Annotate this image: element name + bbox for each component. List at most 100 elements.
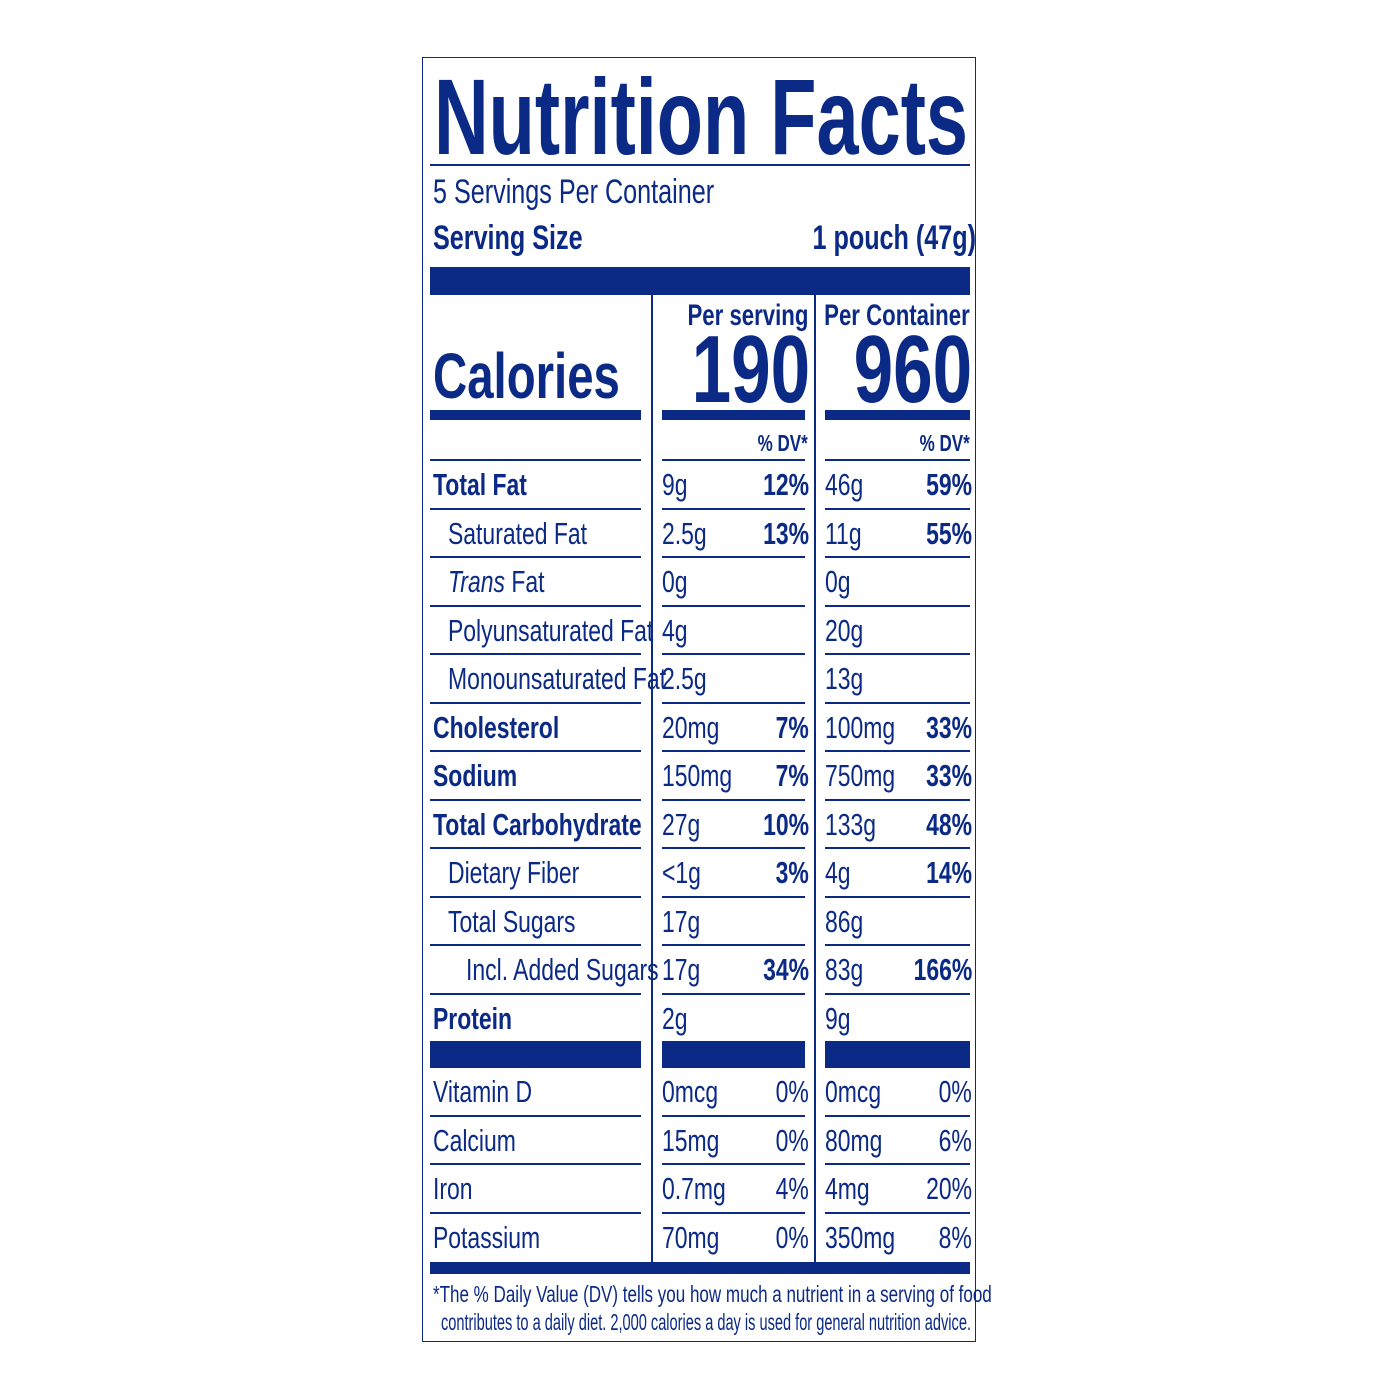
serving-dv (662, 898, 809, 947)
container-amount: 100mg (825, 704, 970, 752)
vitamin-name-text: Calcium (433, 1122, 516, 1158)
container-dv: 48% (926, 806, 972, 842)
container-dv: 14% (926, 855, 972, 890)
column-divider-1 (651, 295, 653, 1262)
vitamin-bar-1 (430, 1041, 641, 1068)
serving-amount-text: 27g (662, 806, 701, 842)
serving-amount: <1g (662, 849, 805, 898)
vitamin-serving-dv: 0% (775, 1219, 809, 1255)
container-amount: 83g (825, 946, 970, 995)
container-dv: 166% (913, 952, 972, 987)
nutrition-facts-label (422, 57, 976, 1342)
vitamin-name: Calcium (430, 1117, 641, 1165)
serving-amount-text: 20mg (662, 709, 720, 745)
footnote-line-2: contributes to a daily diet. 2,000 calor… (441, 1309, 971, 1335)
vitamin-name: Potassium (430, 1214, 641, 1263)
label-title: Nutrition Facts (434, 62, 1196, 172)
vitamin-serving-amount-text: 0.7mg (662, 1171, 726, 1206)
vitamin-container-amount-text: 4mg (825, 1171, 870, 1206)
calories-bar-3 (825, 410, 970, 420)
title-divider (430, 164, 970, 166)
container-amount-text: 750mg (825, 758, 896, 793)
serving-amount-text: 150mg (662, 758, 733, 793)
nutrient-name-text: Total Carbohydrate (433, 806, 642, 842)
nutrient-name-text: Cholesterol (433, 709, 560, 745)
vitamin-serving-amount-text: 15mg (662, 1122, 720, 1158)
vitamin-serving-amount: 0mcg (662, 1068, 805, 1117)
vitamin-name-text: Vitamin D (433, 1074, 533, 1109)
container-amount-text: 20g (825, 612, 864, 648)
per-serving-header: Per serving (687, 299, 808, 332)
container-dv (825, 655, 972, 704)
vitamin-name-text: Potassium (433, 1219, 541, 1255)
nutrient-name: Total Fat (430, 461, 641, 510)
nutrient-name-text: Polyunsaturated Fat (448, 612, 654, 648)
vitamin-container-dv: 0% (938, 1074, 972, 1109)
serving-dv: 10% (763, 806, 809, 842)
container-amount-text: 83g (825, 952, 864, 987)
vitamin-container-amount-text: 0mcg (825, 1074, 882, 1109)
nutrient-name-text: Monounsaturated Fat (448, 661, 667, 696)
serving-dv (662, 607, 809, 656)
vitamin-container-amount: 0mcg (825, 1068, 970, 1117)
nutrient-name: Monounsaturated Fat (430, 655, 666, 704)
serving-amount: 0g (662, 558, 805, 607)
container-dv (825, 558, 972, 607)
serving-dv: 12% (763, 467, 809, 502)
serving-size-value: 1 pouch (47g) (812, 219, 976, 257)
serving-amount: 17g (662, 898, 805, 946)
serving-dv (662, 655, 809, 704)
serving-amount: 17g (662, 946, 805, 995)
serving-amount-text: 2g (662, 1000, 688, 1036)
vitamin-serving-amount-text: 70mg (662, 1219, 720, 1255)
serving-amount-text: 2.5g (662, 661, 707, 696)
serving-amount: 9g (662, 461, 805, 510)
vitamin-container-amount-text: 350mg (825, 1219, 896, 1255)
serving-dv: 3% (775, 855, 809, 890)
container-amount-text: 100mg (825, 709, 896, 745)
nutrient-name: Incl. Added Sugars (430, 946, 659, 995)
serving-dv: 34% (763, 952, 809, 987)
nutrient-name-text: Total Fat (433, 467, 527, 502)
serving-dv: 7% (775, 758, 809, 793)
container-amount: 750mg (825, 752, 970, 801)
serving-dv: 7% (775, 709, 809, 745)
serving-amount: 2.5g (662, 510, 805, 558)
vitamin-name: Iron (430, 1165, 641, 1214)
nutrient-name: Polyunsaturated Fat (430, 607, 653, 655)
title-text: Nutrition Facts (434, 56, 968, 177)
nutrient-name: Saturated Fat (430, 510, 641, 558)
container-amount: 20g (825, 607, 970, 655)
container-dv (825, 995, 972, 1044)
nutrient-name-text: Protein (433, 1000, 513, 1036)
column-divider-2 (814, 295, 816, 1262)
calories-bar-1 (430, 410, 641, 420)
serving-amount: 2g (662, 995, 805, 1044)
footnote-line-1: *The % Daily Value (DV) tells you how mu… (433, 1281, 992, 1307)
container-amount: 13g (825, 655, 970, 704)
calories-per-serving: 190 (691, 316, 810, 423)
nutrient-name-text: Trans Fat (448, 564, 545, 599)
serving-dv: 13% (763, 515, 809, 551)
row-line (430, 459, 641, 461)
nutrient-name: Dietary Fiber (430, 849, 641, 898)
serving-size-label: Serving Size (433, 219, 583, 257)
serving-amount-text: 17g (662, 903, 701, 939)
serving-dv (662, 995, 809, 1044)
container-amount-text: 0g (825, 564, 851, 599)
nutrient-name: Protein (430, 995, 641, 1044)
container-amount: 133g (825, 801, 970, 849)
row-line (662, 459, 805, 461)
serving-amount: 2.5g (662, 655, 805, 704)
container-dv: 33% (926, 758, 972, 793)
vitamin-bar-3 (825, 1041, 970, 1068)
container-amount-text: 46g (825, 467, 864, 502)
serving-amount-text: 2.5g (662, 515, 707, 551)
vitamin-bar-2 (662, 1041, 805, 1068)
serving-amount-text: 9g (662, 467, 688, 502)
vitamin-container-amount: 4mg (825, 1165, 970, 1214)
vitamin-serving-amount: 70mg (662, 1214, 805, 1263)
vitamin-serving-dv: 4% (775, 1171, 809, 1206)
serving-amount: 4g (662, 607, 805, 655)
container-dv: 33% (926, 709, 972, 745)
